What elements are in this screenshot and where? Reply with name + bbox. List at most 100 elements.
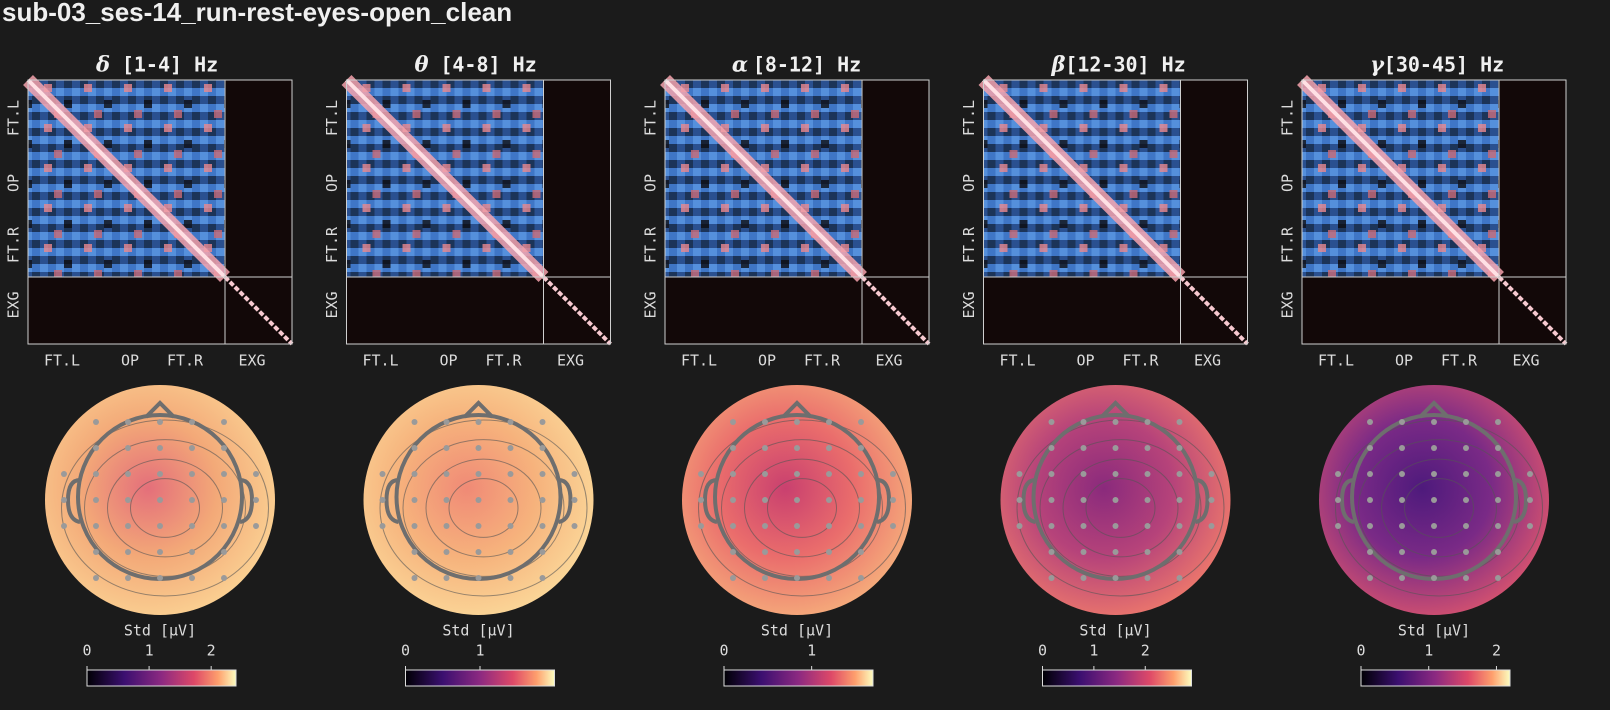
- colorbar-tick-label: 1: [1424, 642, 1433, 660]
- sensor: [858, 575, 864, 581]
- sensor: [475, 549, 482, 555]
- sensor: [1367, 549, 1373, 555]
- y-label: EXG: [323, 291, 341, 318]
- sensor: [1048, 497, 1055, 503]
- sensor: [221, 471, 227, 477]
- sensor: [221, 419, 227, 425]
- sensor: [507, 549, 514, 555]
- contour: [1404, 478, 1474, 538]
- colorbar: [723, 669, 874, 687]
- ear: [702, 478, 718, 524]
- x-label: FT.R: [167, 352, 204, 370]
- matrix-frame: [983, 79, 1248, 345]
- sensor: [411, 419, 418, 425]
- contour: [744, 458, 860, 558]
- matrix-diagonal-core: [1300, 78, 1501, 279]
- sensor: [443, 445, 450, 451]
- sensor: [1208, 497, 1215, 503]
- nose: [1100, 400, 1131, 419]
- sensor: [1463, 497, 1469, 503]
- sensor: [858, 471, 864, 477]
- sensor: [1431, 497, 1437, 503]
- sensor: [762, 523, 768, 529]
- sensor: [794, 575, 800, 581]
- sensor: [762, 445, 768, 451]
- sensor: [1463, 549, 1469, 555]
- ear: [1339, 478, 1355, 524]
- sensor: [890, 471, 896, 477]
- sensor: [1080, 419, 1087, 425]
- sensor: [507, 523, 514, 529]
- nose: [144, 400, 176, 419]
- sensor: [507, 419, 514, 425]
- colorbar-label: Std [μV]: [761, 622, 833, 640]
- ear: [65, 478, 81, 524]
- ear: [1513, 478, 1529, 524]
- sensor: [475, 445, 482, 451]
- sensor: [1016, 471, 1023, 477]
- exg-diagonal: [1497, 275, 1568, 346]
- sensor: [539, 497, 546, 503]
- sensor: [1048, 523, 1055, 529]
- sensor: [1431, 419, 1437, 425]
- x-label: FT.R: [1441, 352, 1478, 370]
- sensor: [539, 419, 546, 425]
- sensor: [189, 575, 195, 581]
- sensor: [443, 575, 450, 581]
- sensor: [157, 445, 163, 451]
- y-label: OP: [5, 174, 23, 192]
- sensor: [475, 575, 482, 581]
- sensor: [571, 523, 578, 529]
- matrix-frame: [1301, 79, 1567, 345]
- sensor: [1176, 497, 1183, 503]
- x-label: FT.R: [1122, 352, 1159, 370]
- matrix-diagonal-core: [345, 78, 545, 279]
- sensor: [125, 549, 131, 555]
- sensor: [1112, 497, 1119, 503]
- sensor: [189, 497, 195, 503]
- sensor: [61, 497, 67, 503]
- sensor: [826, 549, 832, 555]
- panel: θ [4-8] Hz FT.L OP FT.R EXG FT.L OP FT.R EXG Std […: [323, 52, 612, 687]
- panel-band: [30-45] Hz: [1384, 53, 1504, 77]
- sensor: [1367, 575, 1373, 581]
- sensor: [1463, 523, 1469, 529]
- sensor: [125, 575, 131, 581]
- sensor: [794, 523, 800, 529]
- sensor: [411, 471, 418, 477]
- sensor: [858, 497, 864, 503]
- sensor: [1527, 471, 1533, 477]
- x-label: FT.L: [44, 352, 80, 370]
- sensor: [730, 497, 736, 503]
- sensor: [858, 445, 864, 451]
- panel: δ [1-4] Hz FT.L OP FT.R EXG FT.L OP FT.R EXG Std […: [5, 52, 294, 687]
- panel-symbol: β: [1051, 52, 1066, 77]
- sensor: [221, 445, 227, 451]
- sensor: [826, 575, 832, 581]
- sensor: [475, 419, 482, 425]
- sensor: [730, 471, 736, 477]
- sensor: [1431, 523, 1437, 529]
- sensor: [1144, 471, 1151, 477]
- sensor: [1048, 445, 1055, 451]
- sensor: [93, 419, 99, 425]
- matrix-diagonal-core: [982, 78, 1182, 279]
- sensor: [1144, 575, 1151, 581]
- sensor: [507, 497, 514, 503]
- sensor: [253, 497, 259, 503]
- exg-diagonal: [860, 275, 931, 346]
- sensor: [157, 471, 163, 477]
- colorbar-tick-label: 2: [1141, 642, 1150, 660]
- contour: [402, 439, 565, 577]
- sensor: [1495, 419, 1501, 425]
- sensor: [411, 549, 418, 555]
- sensor: [730, 549, 736, 555]
- sensor: [826, 523, 832, 529]
- colorbar-tick-label: 1: [145, 642, 154, 660]
- sensor: [539, 523, 546, 529]
- sensor: [1144, 497, 1151, 503]
- nose: [463, 400, 494, 419]
- y-label: FT.L: [642, 100, 660, 136]
- colorbar-tick-label: 0: [719, 642, 728, 660]
- y-label: EXG: [642, 291, 660, 318]
